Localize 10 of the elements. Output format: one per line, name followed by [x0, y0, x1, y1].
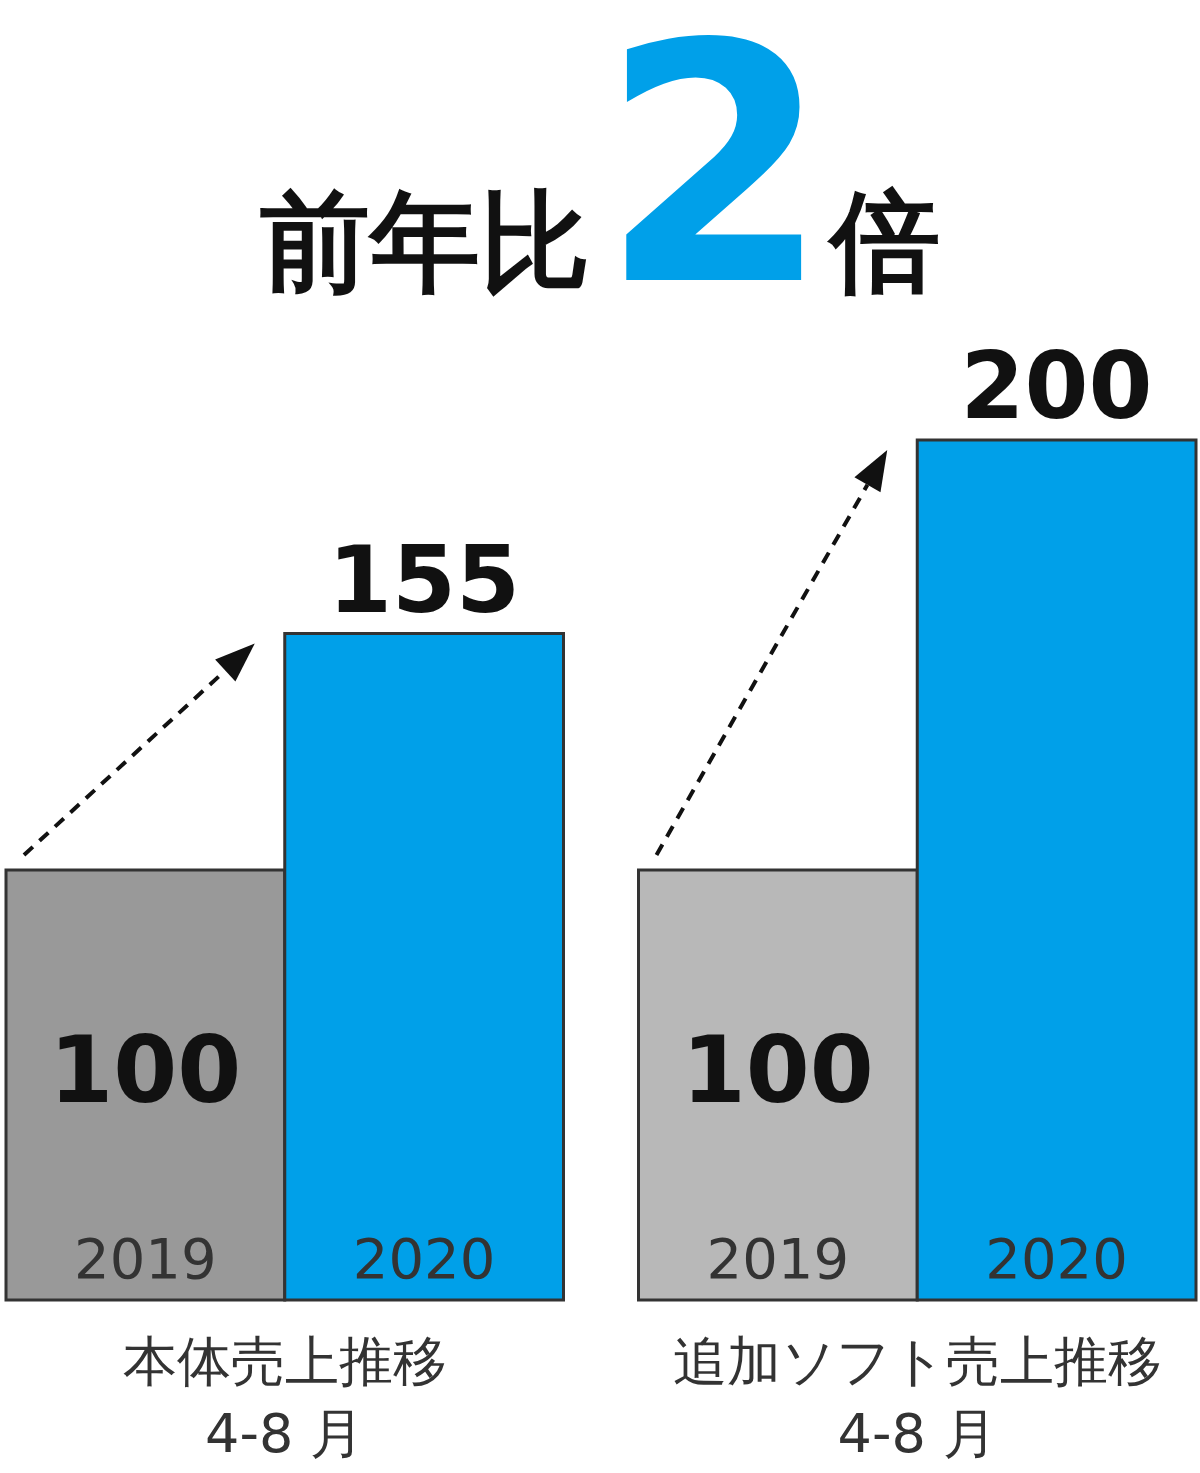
x-tick-label: 2020 — [985, 1226, 1128, 1291]
data-label: 155 — [328, 526, 521, 634]
x-tick-label: 2020 — [352, 1226, 496, 1291]
x-axis-title: 追加ソフト売上推移 4-8 月 — [672, 1330, 1162, 1465]
x-tick-label: 2019 — [706, 1226, 850, 1291]
data-label: 200 — [960, 333, 1153, 440]
data-label: 100 — [49, 1016, 242, 1124]
data-label: 100 — [681, 1016, 874, 1124]
x-axis-title: 本体売上推移 4-8 月 — [122, 1330, 447, 1465]
x-tick-label: 2019 — [74, 1226, 217, 1291]
